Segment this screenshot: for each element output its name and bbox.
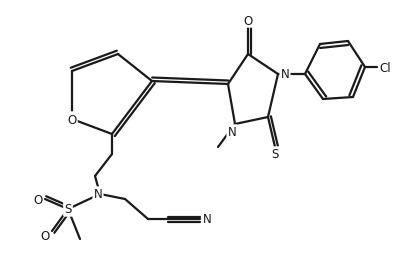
Text: O: O <box>40 230 50 243</box>
Text: O: O <box>243 14 252 27</box>
Text: O: O <box>33 193 42 206</box>
Text: S: S <box>271 148 279 161</box>
Text: N: N <box>202 213 211 226</box>
Text: N: N <box>227 126 236 139</box>
Text: O: O <box>67 113 77 126</box>
Text: N: N <box>281 68 289 81</box>
Text: Cl: Cl <box>379 61 391 74</box>
Text: N: N <box>94 188 102 201</box>
Text: S: S <box>64 203 72 216</box>
